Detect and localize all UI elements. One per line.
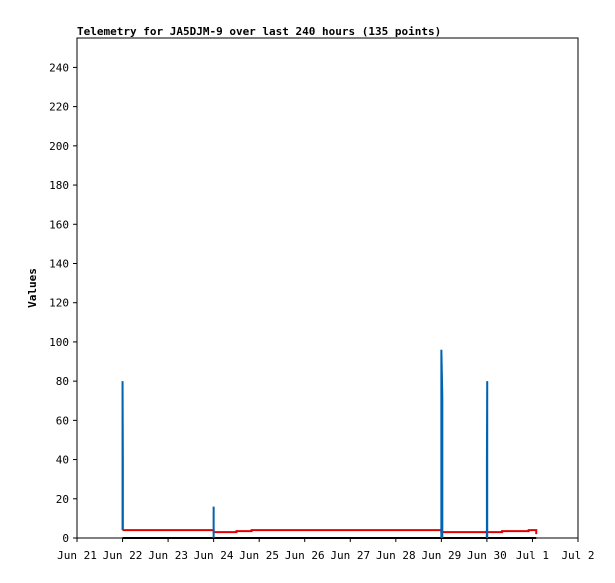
y-tick-label: 100 <box>49 336 69 349</box>
x-tick-label: Jun 28 <box>376 549 416 562</box>
x-tick-label: Jun 26 <box>285 549 325 562</box>
y-tick-label: 180 <box>49 179 69 192</box>
x-tick-label: Jun 27 <box>330 549 370 562</box>
x-tick-label: Jun 22 <box>103 549 143 562</box>
y-tick-label: 140 <box>49 257 69 270</box>
y-tick-label: 160 <box>49 218 69 231</box>
y-tick-label: 240 <box>49 61 69 74</box>
x-tick-label: Jun 21 <box>57 549 97 562</box>
data-line <box>122 530 537 539</box>
y-tick-label: 200 <box>49 140 69 153</box>
x-tick-label: Jun 24 <box>194 549 234 562</box>
x-tick-label: Jun 23 <box>148 549 188 562</box>
y-tick-label: 220 <box>49 101 69 114</box>
y-tick-label: 60 <box>56 414 69 427</box>
x-tick-label: Jul 1 <box>516 549 549 562</box>
chart-title: Telemetry for JA5DJM-9 over last 240 hou… <box>77 25 441 38</box>
x-tick-label: Jun 29 <box>421 549 461 562</box>
x-tick-label: Jun 25 <box>239 549 279 562</box>
y-tick-label: 120 <box>49 297 69 310</box>
x-tick-label: Jul 2 <box>561 549 594 562</box>
y-tick-label: 0 <box>62 532 69 545</box>
y-axis-label: Values <box>26 268 39 308</box>
y-tick-label: 40 <box>56 454 69 467</box>
x-tick-label: Jun 30 <box>467 549 507 562</box>
y-tick-label: 20 <box>56 493 69 506</box>
y-tick-label: 80 <box>56 375 69 388</box>
data-line <box>121 349 489 538</box>
